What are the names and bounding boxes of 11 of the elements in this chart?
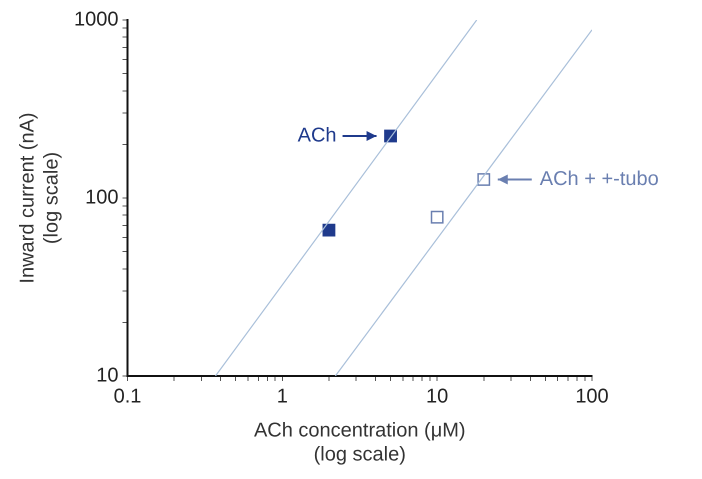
y-tick-label: 10 xyxy=(96,364,118,387)
x-tick-label: 10 xyxy=(426,386,448,408)
x-tick-label: 0.1 xyxy=(114,386,142,408)
x-tick-label: 1 xyxy=(276,386,288,408)
x-axis-title: ACh concentration (μM) (log scale) xyxy=(254,420,466,466)
y-tick-label: 100 xyxy=(85,186,118,209)
x-tick-label: 100 xyxy=(575,386,609,408)
text: ACh xyxy=(298,124,337,147)
y-tick-label: 1000 xyxy=(74,8,118,31)
y-axis-title: Inward current (nA) (log scale) xyxy=(16,112,63,284)
legend-label: ACh + +-tubo xyxy=(540,168,659,190)
